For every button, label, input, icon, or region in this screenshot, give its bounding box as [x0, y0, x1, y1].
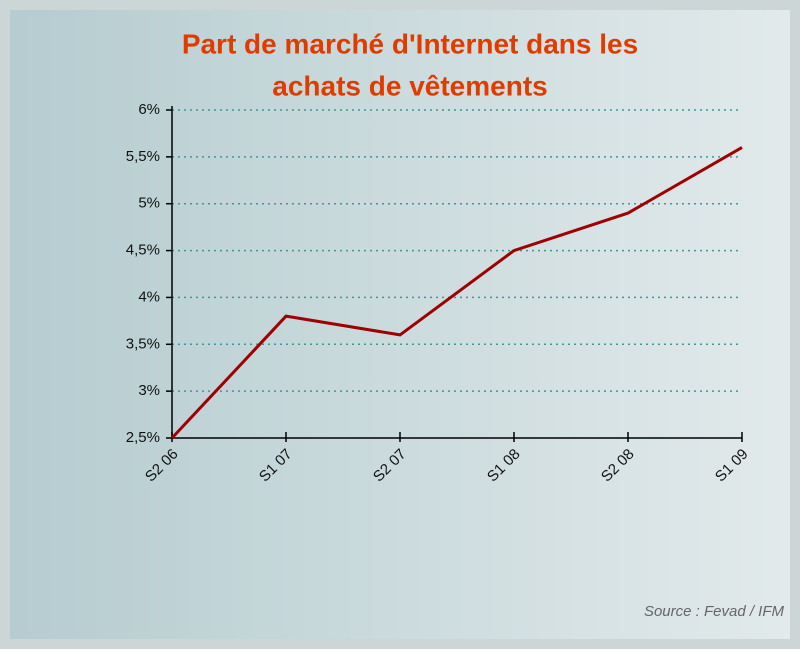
y-tick-label: 2,5%: [126, 429, 160, 446]
y-tick-label: 5,5%: [126, 148, 160, 165]
chart-title: Part de marché d'Internet dans les: [182, 28, 638, 59]
y-tick-label: 5%: [138, 195, 160, 212]
y-tick-label: 3,5%: [126, 335, 160, 352]
data-line: [170, 146, 743, 440]
y-tick-label: 6%: [138, 101, 160, 118]
y-tick-label: 4,5%: [126, 242, 160, 259]
y-tick-label: 4%: [138, 288, 160, 305]
y-tick-label: 3%: [138, 382, 160, 399]
source-note: Source : Fevad / IFM: [644, 603, 785, 620]
chart-title: achats de vêtements: [272, 70, 547, 101]
panel: [10, 10, 790, 639]
